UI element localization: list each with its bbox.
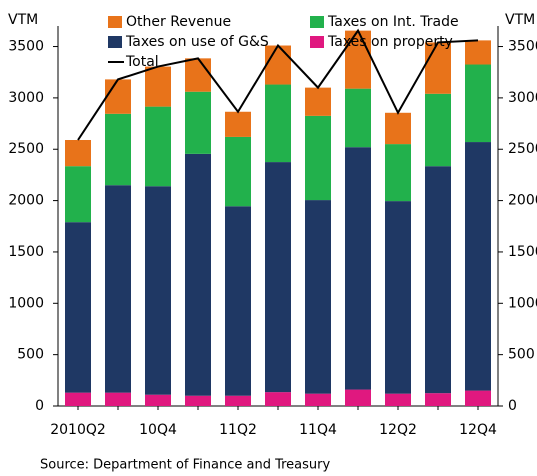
- bar-segment: [345, 389, 371, 406]
- bar-segment: [145, 66, 171, 107]
- legend-label: Total: [125, 54, 159, 70]
- bar-segment: [425, 393, 451, 406]
- bar-segment: [145, 186, 171, 395]
- bar-segment: [345, 88, 371, 148]
- y-tick-label: 2000: [8, 193, 44, 209]
- bar-segment: [265, 84, 291, 163]
- y2-tick-label: 1000: [508, 295, 537, 311]
- bar-segment: [145, 394, 171, 406]
- bar-segment: [65, 166, 91, 223]
- y2-axis-label: VTM: [505, 12, 535, 28]
- y2-tick-label: 1500: [508, 244, 537, 260]
- bar-segment: [185, 153, 211, 396]
- y2-tick-label: 3500: [508, 39, 537, 55]
- bar-segment: [465, 40, 491, 65]
- x-tick-label: 12Q4: [459, 422, 497, 438]
- bar-segment: [425, 42, 451, 94]
- y2-tick-label: 500: [508, 347, 535, 363]
- bar-segment: [305, 115, 331, 201]
- bar-segment: [465, 64, 491, 143]
- bar-segment: [225, 136, 251, 207]
- x-tick-label: 2010Q2: [50, 422, 106, 438]
- x-tick-label: 11Q2: [219, 422, 257, 438]
- bar-segment: [465, 390, 491, 406]
- bar-segment: [385, 201, 411, 394]
- bar-segment: [385, 112, 411, 145]
- bar-segment: [105, 79, 131, 114]
- y2-tick-label: 0: [508, 398, 517, 414]
- y-tick-label: 1500: [8, 244, 44, 260]
- bar-segment: [345, 147, 371, 390]
- x-tick-label: 10Q4: [139, 422, 177, 438]
- y-tick-label: 2500: [8, 141, 44, 157]
- bar-segment: [145, 106, 171, 187]
- y-tick-label: 0: [35, 398, 44, 414]
- bar-segment: [305, 87, 331, 116]
- bar-segment: [265, 162, 291, 393]
- y-axis-label: VTM: [8, 12, 38, 28]
- source: Source: Department of Finance and Treasu…: [40, 458, 330, 473]
- bar-segment: [105, 392, 131, 406]
- y-tick-label: 3000: [8, 90, 44, 106]
- bar-segment: [305, 200, 331, 394]
- bar-segment: [385, 393, 411, 406]
- bar-segment: [105, 113, 131, 186]
- bar-segment: [465, 142, 491, 391]
- y-tick-label: 1000: [8, 295, 44, 311]
- bar-segment: [425, 93, 451, 167]
- bar-segment: [105, 185, 131, 393]
- bar-segment: [225, 111, 251, 137]
- bar-segment: [65, 392, 91, 406]
- bar-segment: [305, 393, 331, 406]
- bar-segment: [385, 144, 411, 202]
- bar-segment: [185, 91, 211, 154]
- legend-label: Taxes on property: [327, 34, 453, 50]
- legend-swatch: [108, 36, 122, 48]
- legend-label: Other Revenue: [126, 14, 231, 30]
- bar-segment: [65, 140, 91, 167]
- legend-swatch: [310, 16, 324, 28]
- legend-swatch: [108, 16, 122, 28]
- total-line: [77, 28, 479, 141]
- y2-tick-label: 2500: [508, 141, 537, 157]
- y-tick-label: 3500: [8, 39, 44, 55]
- bar-segment: [265, 45, 291, 85]
- bar-segment: [185, 58, 211, 92]
- bar-segment: [225, 395, 251, 406]
- bar-segment: [265, 392, 291, 406]
- y2-tick-label: 3000: [508, 90, 537, 106]
- bar-segment: [225, 206, 251, 396]
- legend-label: Taxes on use of G&S: [125, 34, 269, 50]
- legend-swatch: [310, 36, 324, 48]
- x-tick-label: 11Q4: [299, 422, 337, 438]
- bar-segment: [185, 395, 211, 406]
- x-tick-label: 12Q2: [379, 422, 417, 438]
- legend-label: Taxes on Int. Trade: [327, 14, 459, 30]
- y-tick-label: 500: [17, 347, 44, 363]
- bar-segment: [65, 222, 91, 393]
- bar-segment: [345, 30, 371, 89]
- y2-tick-label: 2000: [508, 193, 537, 209]
- bar-segment: [425, 166, 451, 394]
